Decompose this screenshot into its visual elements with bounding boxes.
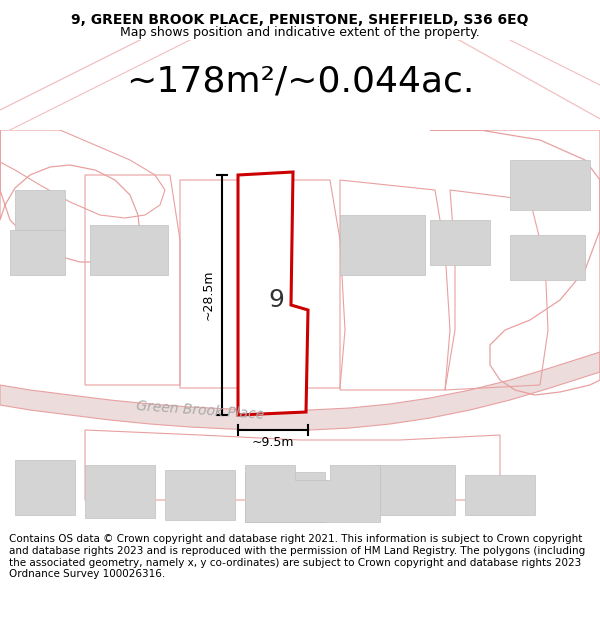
Text: 9: 9 xyxy=(268,288,284,312)
Polygon shape xyxy=(0,352,600,430)
Text: Map shows position and indicative extent of the property.: Map shows position and indicative extent… xyxy=(120,26,480,39)
Bar xyxy=(465,475,535,515)
Bar xyxy=(10,230,65,275)
Bar xyxy=(165,470,235,520)
Bar xyxy=(85,465,155,518)
Polygon shape xyxy=(245,465,380,522)
Text: ~9.5m: ~9.5m xyxy=(252,436,294,449)
Text: Green Brook Place: Green Brook Place xyxy=(136,399,265,421)
Bar xyxy=(15,190,65,230)
Bar xyxy=(510,160,590,210)
Bar xyxy=(375,465,455,515)
Bar xyxy=(510,235,585,280)
Polygon shape xyxy=(238,172,308,415)
Bar xyxy=(245,472,325,522)
Bar xyxy=(90,225,168,275)
Bar xyxy=(430,220,490,265)
Bar xyxy=(340,215,425,275)
Bar xyxy=(15,460,75,515)
Text: ~178m²/~0.044ac.: ~178m²/~0.044ac. xyxy=(126,64,474,98)
Text: 9, GREEN BROOK PLACE, PENISTONE, SHEFFIELD, S36 6EQ: 9, GREEN BROOK PLACE, PENISTONE, SHEFFIE… xyxy=(71,13,529,27)
Text: Contains OS data © Crown copyright and database right 2021. This information is : Contains OS data © Crown copyright and d… xyxy=(9,534,585,579)
Text: ~28.5m: ~28.5m xyxy=(202,270,215,320)
